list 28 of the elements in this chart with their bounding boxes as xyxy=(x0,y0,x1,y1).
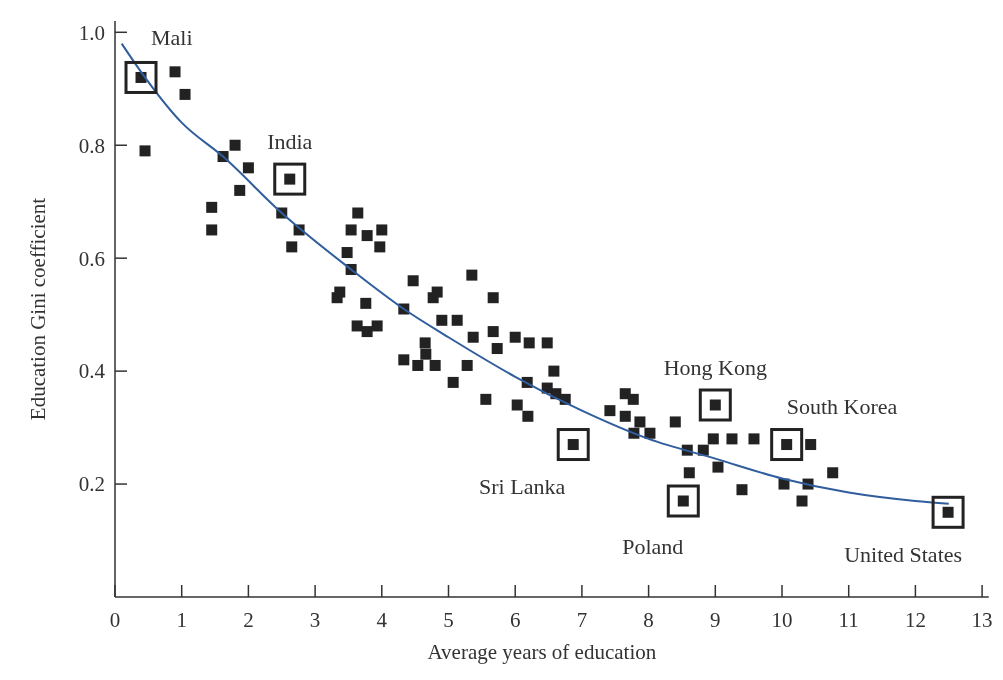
x-tick-label: 6 xyxy=(509,608,521,632)
y-axis-title: Education Gini coefficient xyxy=(26,197,50,421)
x-tick-label: 9 xyxy=(710,608,721,632)
x-tick-label: 0 xyxy=(109,608,121,632)
annotation: South Korea xyxy=(786,394,898,420)
x-tick-label: 1 xyxy=(176,608,187,632)
x-axis-title: Average years of education xyxy=(427,640,657,664)
x-tick-label: 7 xyxy=(576,608,588,632)
x-tick-label: 12 xyxy=(904,608,926,632)
annotation: United States xyxy=(844,541,963,567)
x-tick-label: 13 xyxy=(971,608,993,632)
x-tick-label: 5 xyxy=(443,608,454,632)
annotation: Sri Lanka xyxy=(479,474,566,500)
y-tick-label: 1.0 xyxy=(78,20,105,45)
annotation: Poland xyxy=(622,533,684,559)
x-tick-label: 2 xyxy=(243,608,254,632)
annotation: India xyxy=(267,128,313,154)
annotation: Mali xyxy=(151,25,193,51)
y-tick-label: 0.6 xyxy=(78,246,105,271)
y-tick-label: 0.8 xyxy=(78,133,105,158)
annotation: Hong Kong xyxy=(663,354,767,380)
x-tick-label: 4 xyxy=(376,608,388,632)
x-tick-label: 3 xyxy=(309,608,321,632)
y-tick-label: 0.2 xyxy=(78,472,105,497)
x-tick-label: 8 xyxy=(643,608,654,632)
x-tick-label: 10 xyxy=(771,608,793,632)
y-tick-label: 0.4 xyxy=(78,359,106,384)
x-tick-label: 11 xyxy=(838,608,859,632)
